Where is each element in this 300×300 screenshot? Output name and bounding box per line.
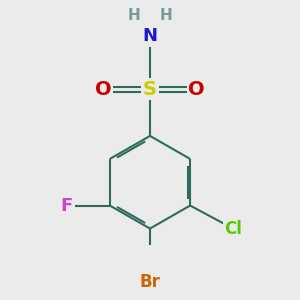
Text: F: F	[61, 196, 73, 214]
Text: O: O	[188, 80, 205, 99]
Text: Br: Br	[140, 273, 160, 291]
Text: S: S	[143, 80, 157, 99]
Text: H: H	[160, 8, 172, 23]
Text: O: O	[95, 80, 112, 99]
Text: H: H	[128, 8, 140, 23]
Text: Cl: Cl	[224, 220, 242, 238]
Text: N: N	[142, 27, 158, 45]
